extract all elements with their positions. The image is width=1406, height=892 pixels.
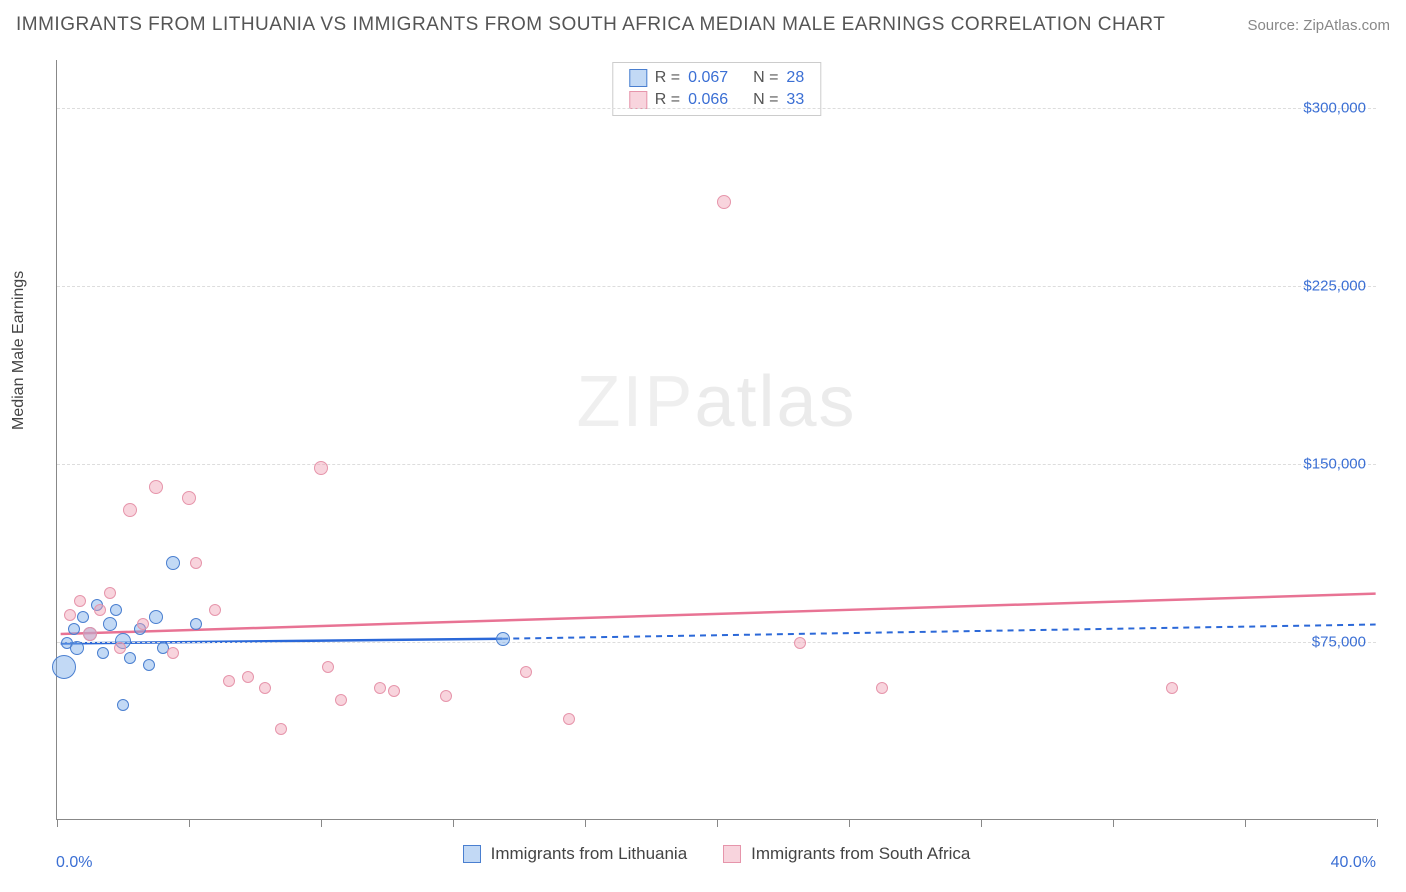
y-tick-label: $300,000 — [1303, 99, 1366, 116]
legend-series-item: Immigrants from Lithuania — [463, 844, 688, 864]
data-point — [77, 611, 89, 623]
data-point — [496, 632, 510, 646]
grid-line — [57, 464, 1376, 465]
data-point — [68, 623, 80, 635]
data-point — [114, 642, 126, 654]
x-tick — [849, 819, 850, 827]
x-tick — [1377, 819, 1378, 827]
data-point — [335, 694, 347, 706]
x-tick — [189, 819, 190, 827]
trend-lines — [57, 60, 1376, 819]
data-point — [166, 556, 180, 570]
data-point — [322, 661, 334, 673]
legend-swatch — [723, 845, 741, 863]
plot-area: ZIPatlas R = 0.067 N = 28 R = 0.066 N = … — [56, 60, 1376, 820]
x-tick — [585, 819, 586, 827]
data-point — [794, 637, 806, 649]
data-point — [124, 652, 136, 664]
data-point — [242, 671, 254, 683]
legend-swatch — [629, 69, 647, 87]
data-point — [70, 641, 84, 655]
data-point — [97, 647, 109, 659]
data-point — [314, 461, 328, 475]
grid-line — [57, 286, 1376, 287]
data-point — [117, 699, 129, 711]
y-tick-label: $225,000 — [1303, 277, 1366, 294]
data-point — [223, 675, 235, 687]
data-point — [190, 618, 202, 630]
data-point — [190, 557, 202, 569]
data-point — [520, 666, 532, 678]
data-point — [94, 604, 106, 616]
data-point — [717, 195, 731, 209]
legend-stat-row: R = 0.067 N = 28 — [625, 67, 808, 89]
data-point — [388, 685, 400, 697]
data-point — [52, 655, 76, 679]
y-tick-label: $75,000 — [1312, 633, 1366, 650]
watermark: ZIPatlas — [576, 361, 856, 443]
data-point — [137, 618, 149, 630]
x-start-label: 0.0% — [56, 854, 92, 872]
legend-series: Immigrants from Lithuania Immigrants from… — [57, 844, 1376, 864]
legend-swatch — [629, 91, 647, 109]
x-tick — [1113, 819, 1114, 827]
source-label: Source: ZipAtlas.com — [1247, 17, 1390, 34]
data-point — [167, 647, 179, 659]
x-tick — [57, 819, 58, 827]
data-point — [275, 723, 287, 735]
data-point — [259, 682, 271, 694]
data-point — [104, 587, 116, 599]
data-point — [83, 627, 97, 641]
grid-line — [57, 642, 1376, 643]
chart-title: IMMIGRANTS FROM LITHUANIA VS IMMIGRANTS … — [16, 14, 1165, 36]
x-tick — [453, 819, 454, 827]
data-point — [123, 503, 137, 517]
data-point — [103, 617, 117, 631]
data-point — [64, 609, 76, 621]
x-tick — [321, 819, 322, 827]
legend-swatch — [463, 845, 481, 863]
y-tick-label: $150,000 — [1303, 455, 1366, 472]
data-point — [182, 491, 196, 505]
x-tick — [1245, 819, 1246, 827]
x-tick — [717, 819, 718, 827]
data-point — [110, 604, 122, 616]
grid-line — [57, 108, 1376, 109]
data-point — [876, 682, 888, 694]
data-point — [149, 480, 163, 494]
legend-series-item: Immigrants from South Africa — [723, 844, 970, 864]
data-point — [149, 610, 163, 624]
y-axis-label: Median Male Earnings — [10, 271, 28, 430]
data-point — [1166, 682, 1178, 694]
data-point — [209, 604, 221, 616]
data-point — [143, 659, 155, 671]
x-end-label: 40.0% — [1331, 854, 1376, 872]
data-point — [563, 713, 575, 725]
x-tick — [981, 819, 982, 827]
data-point — [440, 690, 452, 702]
data-point — [374, 682, 386, 694]
data-point — [74, 595, 86, 607]
